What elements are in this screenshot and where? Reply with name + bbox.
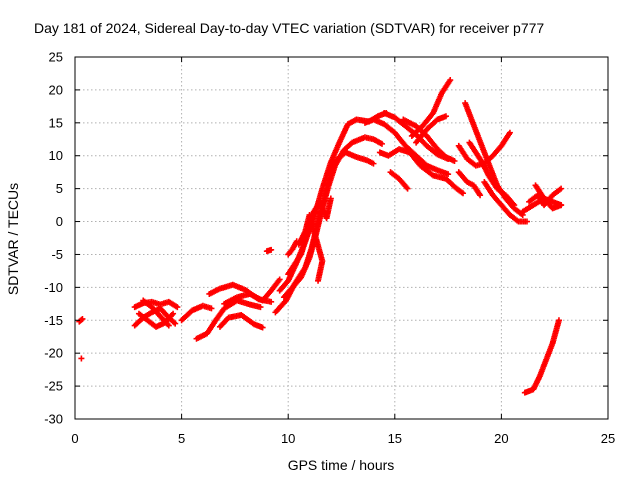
- y-tick-label: -30: [44, 412, 63, 427]
- data-point: [506, 129, 513, 136]
- y-tick-label: 5: [56, 181, 63, 196]
- series-afternoon: [361, 77, 467, 197]
- data-point: [165, 322, 172, 329]
- x-tick-label: 0: [71, 431, 78, 446]
- data-marks: [76, 77, 565, 396]
- data-point: [78, 355, 85, 362]
- axis-ticks: 0 5 10 15 20 25 -30 -25 -20 -15 -10 -5 0 5 10 15 20 25: [44, 50, 615, 447]
- data-point: [442, 113, 449, 120]
- x-tick-label: 15: [388, 431, 402, 446]
- data-point: [327, 195, 334, 202]
- data-point: [257, 304, 264, 311]
- data-point: [451, 157, 458, 164]
- data-point: [268, 246, 275, 253]
- data-point: [477, 192, 484, 199]
- data-point: [208, 305, 215, 312]
- data-point: [259, 324, 266, 331]
- data-point: [172, 320, 179, 327]
- data-point: [460, 190, 467, 197]
- data-point: [404, 185, 411, 192]
- y-tick-label: -25: [44, 379, 63, 394]
- data-point: [445, 171, 452, 178]
- series-evening: [455, 100, 565, 396]
- data-point: [293, 238, 300, 245]
- y-tick-label: 10: [49, 148, 63, 163]
- data-point: [268, 298, 275, 305]
- data-point: [79, 315, 86, 322]
- data-point: [558, 185, 565, 192]
- data-point: [447, 77, 454, 84]
- x-tick-label: 10: [281, 431, 295, 446]
- series-late-morning: [178, 246, 283, 342]
- y-axis-label: SDTVAR / TECUs: [5, 183, 21, 295]
- chart-title: Day 181 of 2024, Sidereal Day-to-day VTE…: [34, 20, 544, 36]
- y-tick-label: -20: [44, 346, 63, 361]
- series-morning-cluster: [131, 297, 181, 330]
- y-tick-label: 20: [49, 82, 63, 97]
- data-point: [558, 202, 565, 209]
- data-point: [370, 160, 377, 167]
- plot-frame: [74, 56, 609, 420]
- data-point: [276, 276, 283, 283]
- x-tick-label: 5: [178, 431, 185, 446]
- data-point: [555, 317, 562, 324]
- y-tick-label: 25: [49, 50, 63, 65]
- data-point: [174, 304, 181, 311]
- data-point: [170, 310, 177, 317]
- x-axis-label: GPS time / hours: [288, 457, 395, 473]
- x-tick-label: 25: [601, 431, 615, 446]
- data-point: [523, 218, 530, 225]
- data-point: [315, 277, 322, 284]
- y-tick-label: 0: [56, 214, 63, 229]
- series-rise: [272, 109, 390, 316]
- y-tick-label: -15: [44, 313, 63, 328]
- y-tick-label: 15: [49, 115, 63, 130]
- x-tick-label: 20: [494, 431, 508, 446]
- data-point: [511, 202, 518, 209]
- data-point: [379, 140, 386, 147]
- y-tick-label: -10: [44, 280, 63, 295]
- y-tick-label: -5: [51, 247, 63, 262]
